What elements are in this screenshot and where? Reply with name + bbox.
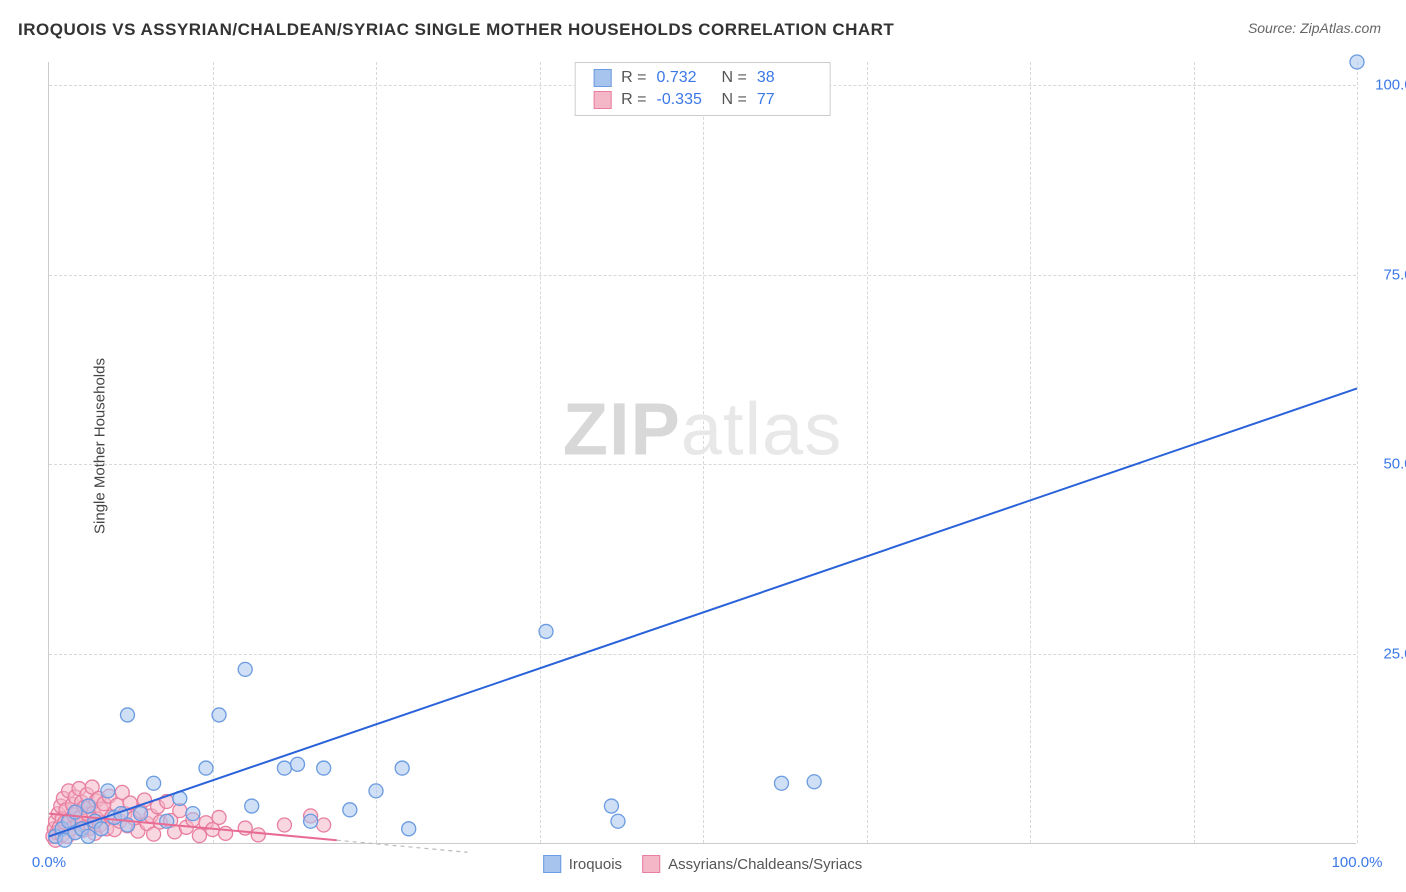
data-point (160, 814, 174, 828)
data-point (304, 814, 318, 828)
legend-bottom-label-1: Assyrians/Chaldeans/Syriacs (668, 856, 862, 873)
data-point (120, 708, 134, 722)
data-point (395, 761, 409, 775)
trend-line (49, 388, 1357, 836)
data-point (101, 784, 115, 798)
trend-line-extension (337, 840, 468, 852)
data-point (774, 776, 788, 790)
legend-bottom-swatch-1 (642, 855, 660, 873)
legend-correlation: R = 0.732 N = 38 R = -0.335 N = 77 (574, 62, 831, 116)
data-point (402, 822, 416, 836)
n-label-1: N = (722, 91, 747, 109)
legend-bottom-swatch-0 (543, 855, 561, 873)
y-tick-label: 25.0% (1366, 646, 1406, 663)
data-point (192, 829, 206, 843)
data-point (317, 761, 331, 775)
source-attribution: Source: ZipAtlas.com (1248, 20, 1381, 36)
data-point (81, 799, 95, 813)
r-label-0: R = (621, 69, 646, 87)
legend-bottom-label-0: Iroquois (569, 856, 622, 873)
legend-swatch-1 (593, 91, 611, 109)
y-tick-label: 50.0% (1366, 456, 1406, 473)
data-point (291, 757, 305, 771)
data-point (212, 708, 226, 722)
chart-container: IROQUOIS VS ASSYRIAN/CHALDEAN/SYRIAC SIN… (0, 0, 1406, 892)
data-point (251, 828, 265, 842)
r-label-1: R = (621, 91, 646, 109)
data-point (219, 826, 233, 840)
legend-row-1: R = -0.335 N = 77 (593, 89, 812, 111)
r-value-1: -0.335 (657, 91, 712, 109)
data-point (212, 810, 226, 824)
y-tick-label: 100.0% (1366, 76, 1406, 93)
data-point (369, 784, 383, 798)
data-point (343, 803, 357, 817)
data-point (186, 807, 200, 821)
r-value-0: 0.732 (657, 69, 712, 87)
plot-area: ZIPatlas R = 0.732 N = 38 R = -0.335 N =… (48, 62, 1356, 844)
legend-series: Iroquois Assyrians/Chaldeans/Syriacs (543, 855, 863, 873)
data-point (317, 818, 331, 832)
data-point (199, 761, 213, 775)
data-point (277, 818, 291, 832)
legend-item-0: Iroquois (543, 855, 622, 873)
x-tick-label: 100.0% (1332, 854, 1383, 871)
gridline-v (1357, 62, 1358, 843)
data-point (134, 807, 148, 821)
legend-row-0: R = 0.732 N = 38 (593, 67, 812, 89)
data-point (245, 799, 259, 813)
n-label-0: N = (722, 69, 747, 87)
plot-svg (49, 62, 1356, 843)
data-point (147, 776, 161, 790)
chart-title: IROQUOIS VS ASSYRIAN/CHALDEAN/SYRIAC SIN… (18, 20, 894, 40)
y-tick-label: 75.0% (1366, 266, 1406, 283)
n-value-0: 38 (757, 69, 812, 87)
data-point (238, 662, 252, 676)
legend-item-1: Assyrians/Chaldeans/Syriacs (642, 855, 862, 873)
n-value-1: 77 (757, 91, 812, 109)
data-point (277, 761, 291, 775)
x-tick-label: 0.0% (32, 854, 66, 871)
data-point (611, 814, 625, 828)
data-point (539, 624, 553, 638)
data-point (807, 775, 821, 789)
data-point (1350, 55, 1364, 69)
data-point (94, 822, 108, 836)
data-point (81, 829, 95, 843)
data-point (604, 799, 618, 813)
legend-swatch-0 (593, 69, 611, 87)
